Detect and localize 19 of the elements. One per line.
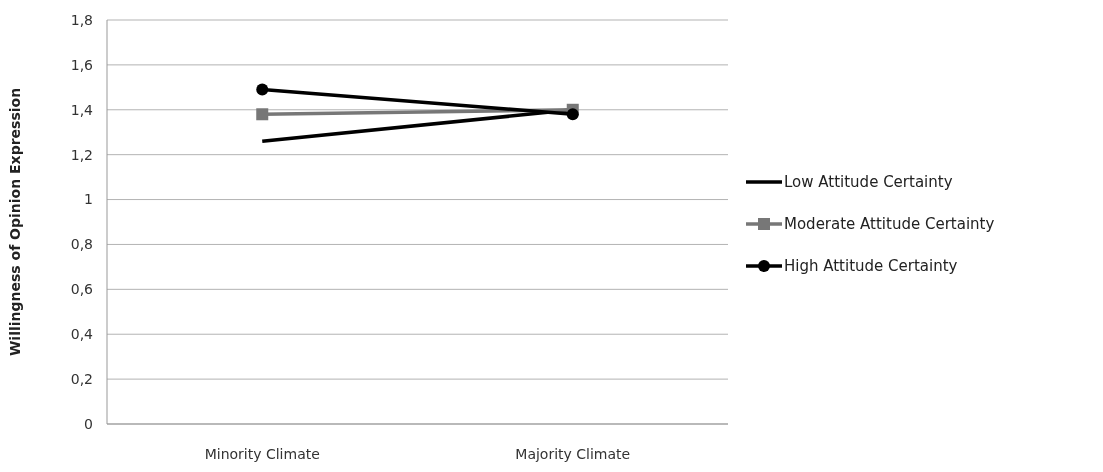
y-tick-label: 0,2 [70,371,93,388]
y-tick-label: 1,8 [70,11,93,28]
legend-label: Low Attitude Certainty [784,173,953,192]
x-tick-label: Majority Climate [515,446,631,462]
y-tick-label: 0 [84,415,93,432]
x-tick-label: Minority Climate [204,446,320,462]
y-tick-label: 0,6 [70,281,94,298]
y-axis-title: Willingness of Opinion Expression [7,87,23,357]
y-tick-label: 1 [84,191,93,208]
point [256,108,269,121]
y-tick-label: 0,8 [70,236,93,253]
point [256,83,269,96]
y-tick-label: 1,2 [70,146,93,163]
y-tick-label: 1,6 [70,56,94,73]
y-tick-label: 0,4 [70,326,94,343]
point [566,108,579,121]
legend-label: Moderate Attitude Certainty [784,215,995,234]
y-tick-label: 1,4 [70,101,94,118]
legend-label: High Attitude Certainty [784,257,958,276]
